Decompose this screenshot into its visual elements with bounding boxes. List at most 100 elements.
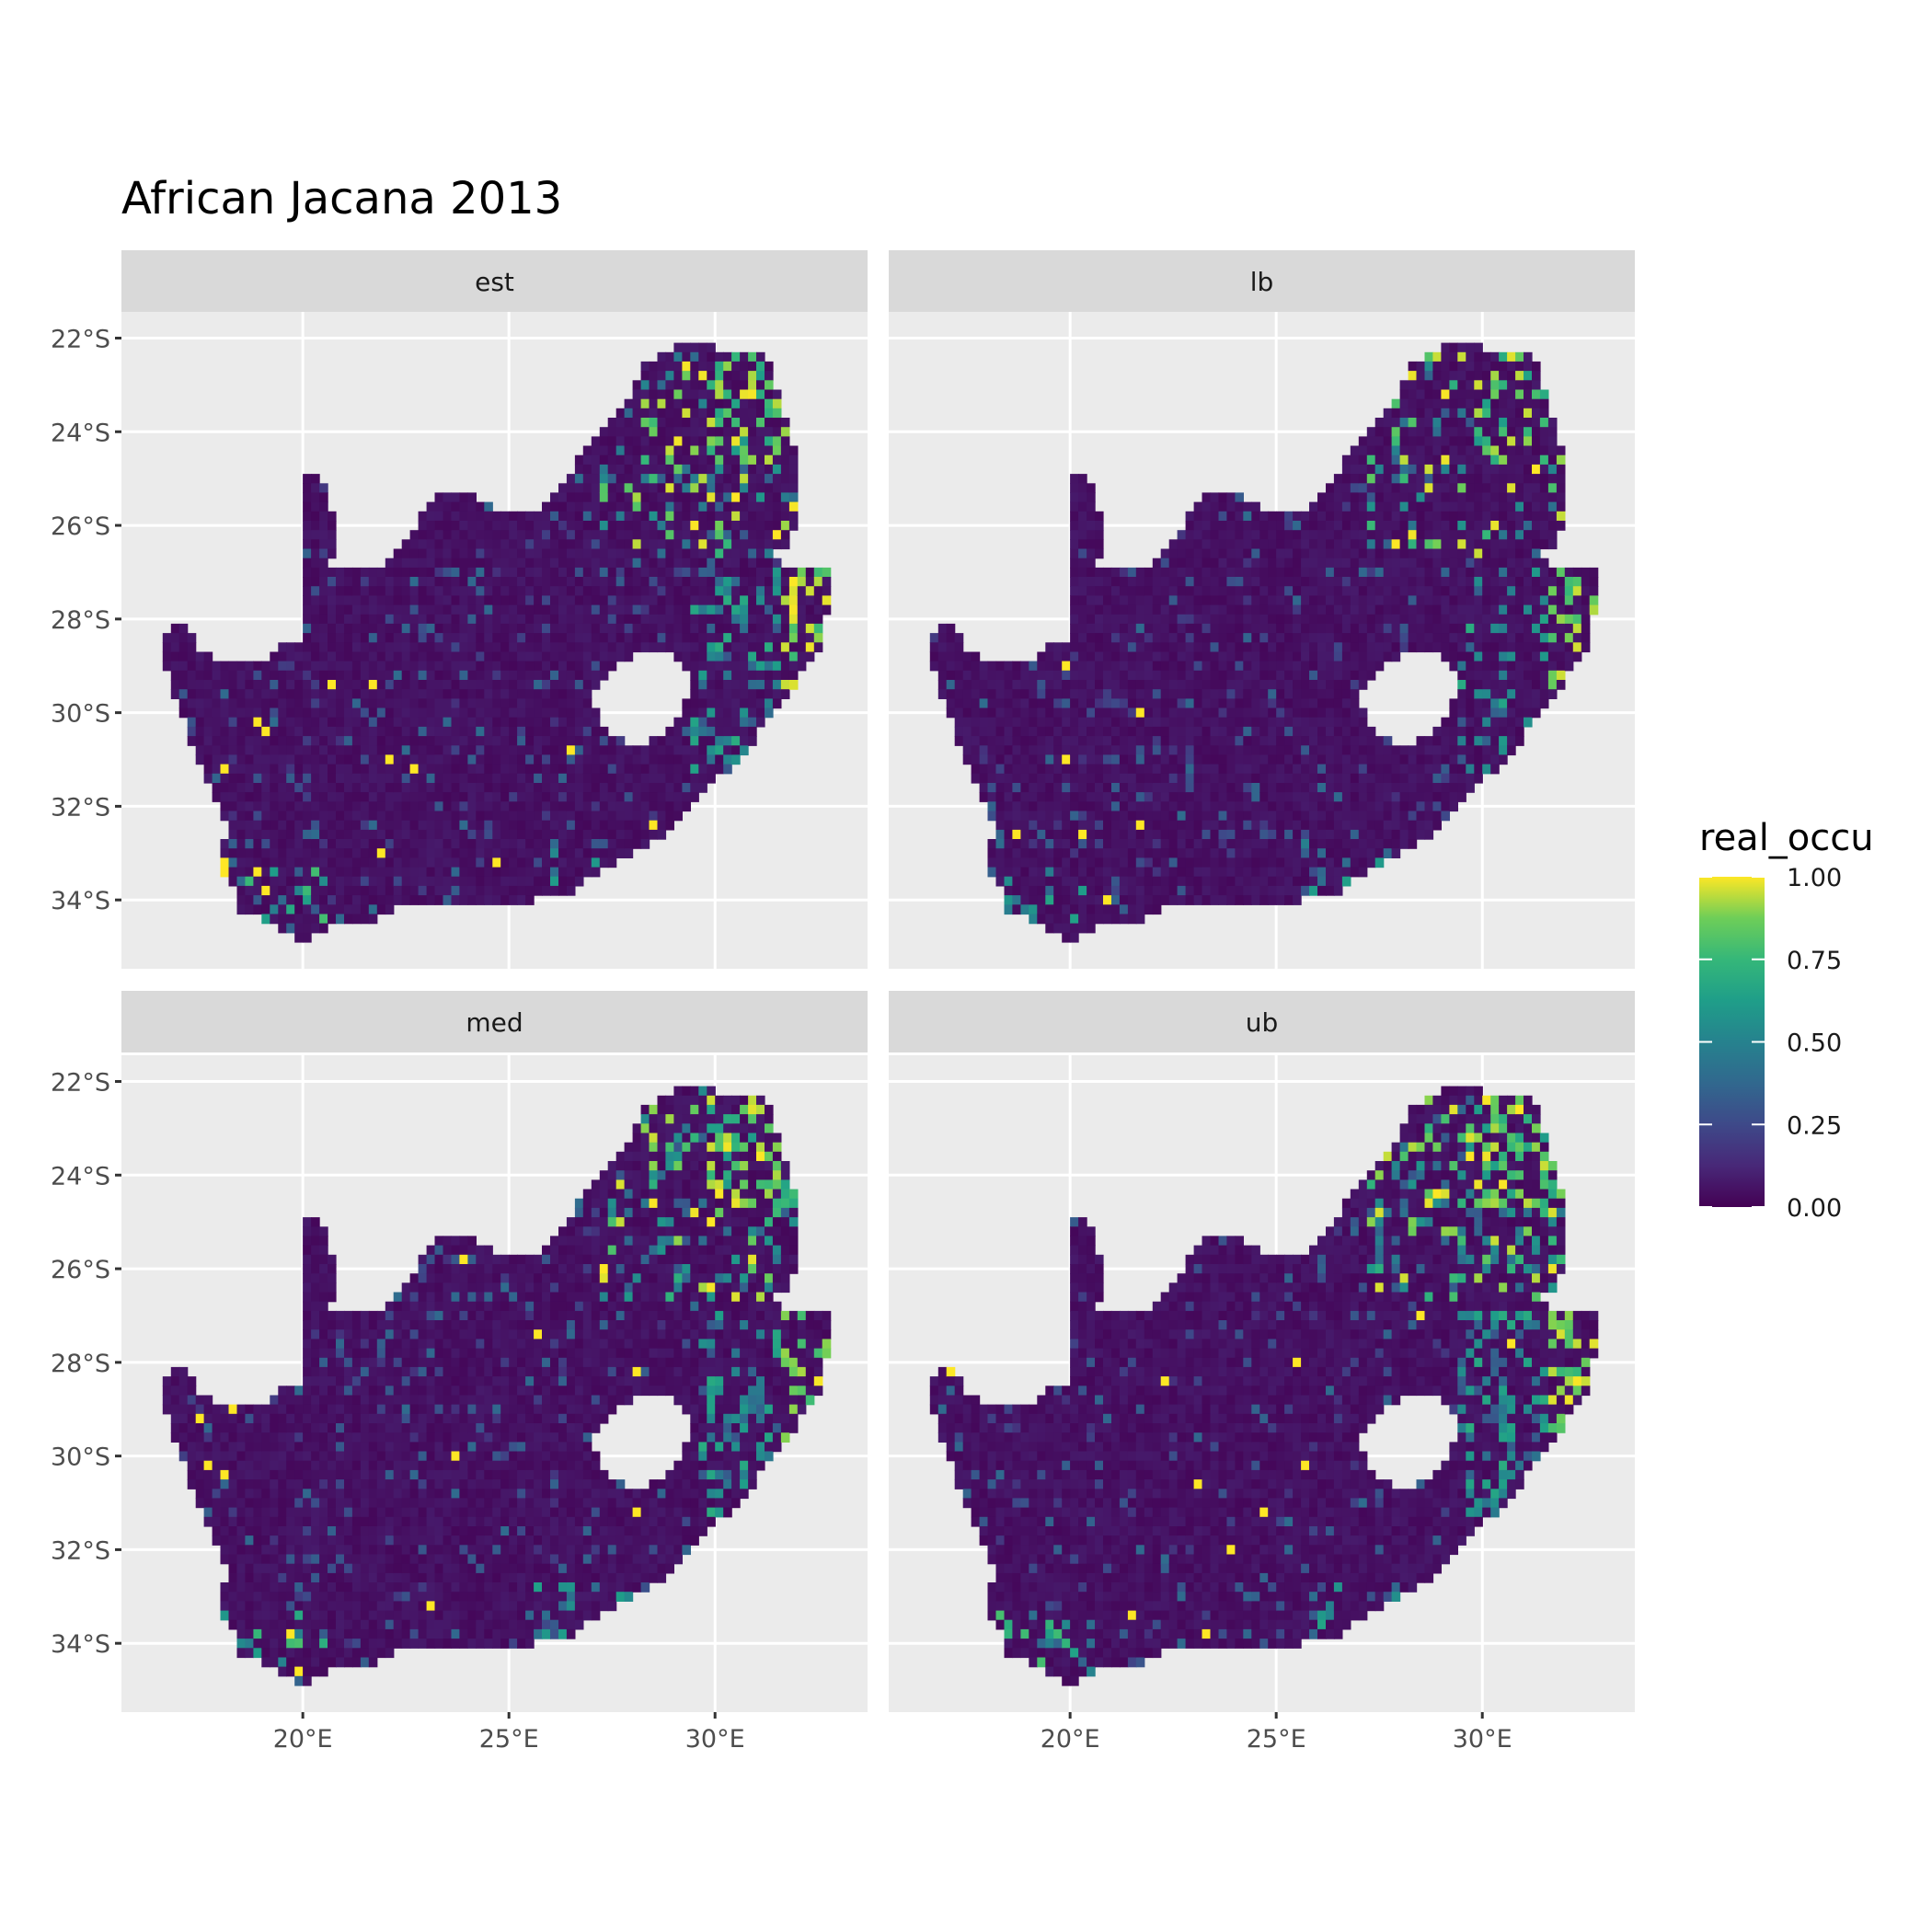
raster-cell (203, 736, 213, 746)
raster-cell (624, 820, 634, 831)
raster-cell (1251, 642, 1260, 653)
raster-cell (1350, 670, 1360, 681)
raster-cell (1177, 885, 1187, 896)
raster-cell (649, 595, 659, 606)
raster-cell (1341, 614, 1351, 625)
raster-cell (1326, 839, 1335, 849)
raster-cell (1317, 521, 1327, 531)
raster-cell (525, 642, 535, 653)
raster-cell (187, 698, 197, 709)
raster-cell (1276, 633, 1285, 643)
raster-cell (1251, 783, 1260, 793)
raster-cell (385, 876, 395, 887)
raster-cell (1350, 680, 1360, 690)
raster-cell (1243, 867, 1252, 878)
raster-cell (459, 521, 468, 531)
raster-cell (1053, 764, 1063, 775)
raster-cell (1152, 792, 1162, 802)
raster-cell (780, 604, 790, 615)
raster-cell (534, 726, 543, 737)
raster-cell (476, 848, 485, 858)
raster-cell (1366, 773, 1376, 784)
raster-cell (1341, 745, 1351, 756)
raster-cell (500, 801, 510, 812)
raster-cell (723, 351, 732, 362)
raster-cell (1152, 614, 1162, 625)
raster-cell (1202, 820, 1212, 831)
raster-cell (409, 539, 420, 550)
raster-cell (690, 754, 699, 765)
raster-cell (1259, 521, 1269, 531)
raster-cell (707, 595, 716, 606)
raster-cell (1135, 848, 1145, 858)
raster-cell (640, 408, 650, 419)
raster-cell (336, 726, 345, 737)
raster-cell (451, 530, 461, 540)
raster-cell (409, 773, 420, 784)
raster-cell (1029, 829, 1038, 840)
raster-cell (1144, 811, 1154, 822)
raster-cell (731, 595, 741, 606)
raster-cell (1317, 577, 1327, 587)
raster-cell (328, 820, 337, 831)
raster-cell (434, 633, 444, 643)
raster-cell (409, 604, 420, 615)
raster-cell (550, 530, 559, 540)
raster-cell (467, 595, 477, 606)
raster-cell (517, 876, 526, 887)
raster-cell (657, 614, 667, 625)
raster-cell (665, 792, 674, 802)
raster-cell (303, 839, 312, 849)
raster-cell (690, 408, 699, 419)
raster-cell (599, 754, 609, 765)
raster-cell (261, 661, 270, 672)
raster-cell (351, 801, 362, 812)
raster-cell (582, 661, 592, 672)
raster-cell (1103, 717, 1112, 728)
raster-cell (1243, 792, 1252, 802)
raster-cell (542, 773, 551, 784)
raster-cell (443, 764, 453, 775)
raster-cell (401, 698, 411, 709)
raster-cell (542, 521, 551, 531)
raster-cell (509, 754, 518, 765)
raster-cell (772, 389, 782, 400)
raster-cell (1029, 726, 1038, 737)
raster-cell (723, 661, 732, 672)
raster-cell (1218, 567, 1228, 578)
raster-cell (517, 680, 526, 690)
raster-cell (1193, 707, 1203, 719)
raster-cell (558, 623, 568, 634)
raster-cell (607, 736, 617, 746)
raster-cell (1358, 811, 1368, 822)
raster-cell (351, 857, 362, 868)
raster-cell (443, 530, 453, 540)
raster-cell (731, 707, 741, 719)
raster-cell (1251, 829, 1260, 840)
raster-cell (607, 801, 617, 812)
raster-cell (492, 726, 501, 737)
raster-cell (1152, 904, 1162, 915)
raster-cell (319, 483, 328, 494)
raster-cell (1226, 689, 1236, 699)
raster-cell (1177, 707, 1187, 719)
raster-cell (715, 577, 724, 587)
raster-cell (780, 501, 790, 512)
raster-cell (1135, 876, 1145, 887)
raster-cell (607, 604, 617, 615)
raster-cell (434, 848, 444, 858)
raster-cell (780, 595, 790, 606)
raster-cell (1029, 895, 1038, 905)
raster-cell (1111, 885, 1121, 896)
raster-cell (756, 464, 765, 475)
raster-cell (261, 867, 270, 878)
raster-cell (1144, 670, 1154, 681)
raster-cell (1391, 604, 1401, 615)
raster-cell (731, 651, 741, 662)
raster-cell (1317, 867, 1327, 878)
raster-cell (707, 351, 716, 362)
raster-cell (673, 380, 683, 391)
raster-cell (1160, 885, 1170, 896)
raster-cell (294, 689, 304, 699)
raster-cell (682, 783, 691, 793)
